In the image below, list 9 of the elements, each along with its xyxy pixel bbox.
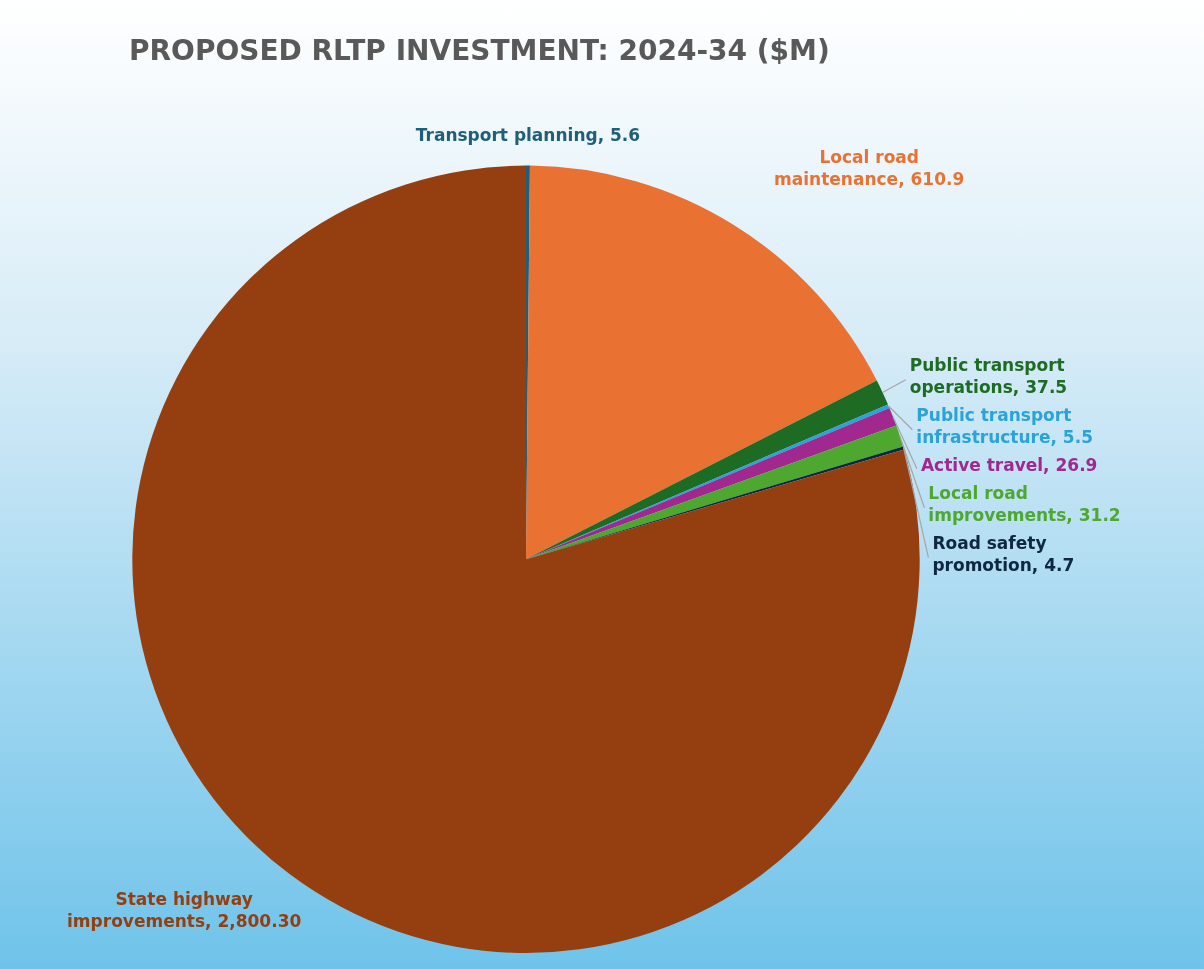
slice-label: Road safety promotion, 4.7 bbox=[932, 532, 1075, 575]
slice-label: Public transport infrastructure, 5.5 bbox=[916, 404, 1093, 447]
slice-label: Active travel, 26.9 bbox=[920, 454, 1098, 475]
slice-label: Public transport operations, 37.5 bbox=[909, 354, 1068, 397]
slice-label: Local road maintenance, 610.9 bbox=[774, 147, 965, 190]
slice-label: State highway improvements, 2,800.30 bbox=[67, 888, 302, 931]
chart-title: PROPOSED RLTP INVESTMENT: 2024-34 ($M) bbox=[129, 34, 830, 68]
slice-label: Local road improvements, 31.2 bbox=[928, 482, 1121, 525]
slice-label: Transport planning, 5.6 bbox=[415, 124, 641, 145]
